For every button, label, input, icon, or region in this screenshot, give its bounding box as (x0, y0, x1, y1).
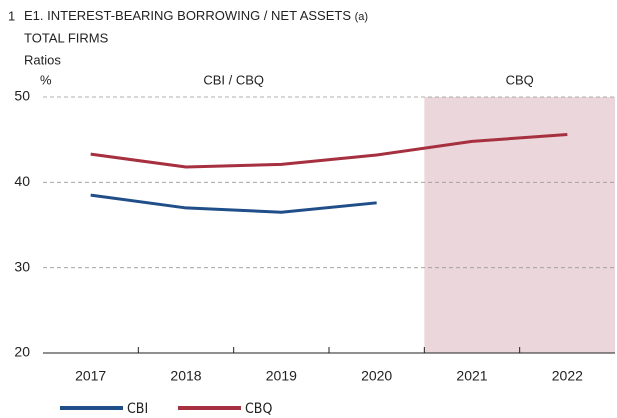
region-label: CBQ (506, 72, 534, 87)
x-tick-label: 2020 (361, 368, 392, 384)
region-label: CBI / CBQ (203, 72, 264, 87)
legend-label: CBI (127, 401, 148, 417)
figure-number: 1 (8, 8, 15, 23)
y-tick-label: 30 (14, 258, 30, 274)
x-tick-label: 2018 (170, 368, 201, 384)
title-text: E1. INTEREST-BEARING BORROWING / NET ASS… (24, 8, 351, 23)
y-unit: % (40, 72, 52, 87)
chart-title: E1. INTEREST-BEARING BORROWING / NET ASS… (24, 8, 368, 23)
title-note: (a) (355, 11, 368, 23)
series-line (90, 133, 568, 169)
x-tick-label: 2019 (266, 368, 297, 384)
x-tick-label: 2021 (456, 368, 487, 384)
y-tick-label: 20 (14, 344, 30, 360)
series-line (90, 193, 377, 214)
legend-label: CBQ (245, 401, 272, 417)
shaded-region (424, 97, 615, 353)
y-tick-label: 50 (14, 88, 30, 104)
chart-subtitle: TOTAL FIRMS (24, 30, 109, 45)
chart-subtitle2: Ratios (24, 52, 61, 67)
x-tick-label: 2017 (75, 368, 106, 384)
y-tick-label: 40 (14, 173, 30, 189)
x-tick-label: 2022 (552, 368, 583, 384)
